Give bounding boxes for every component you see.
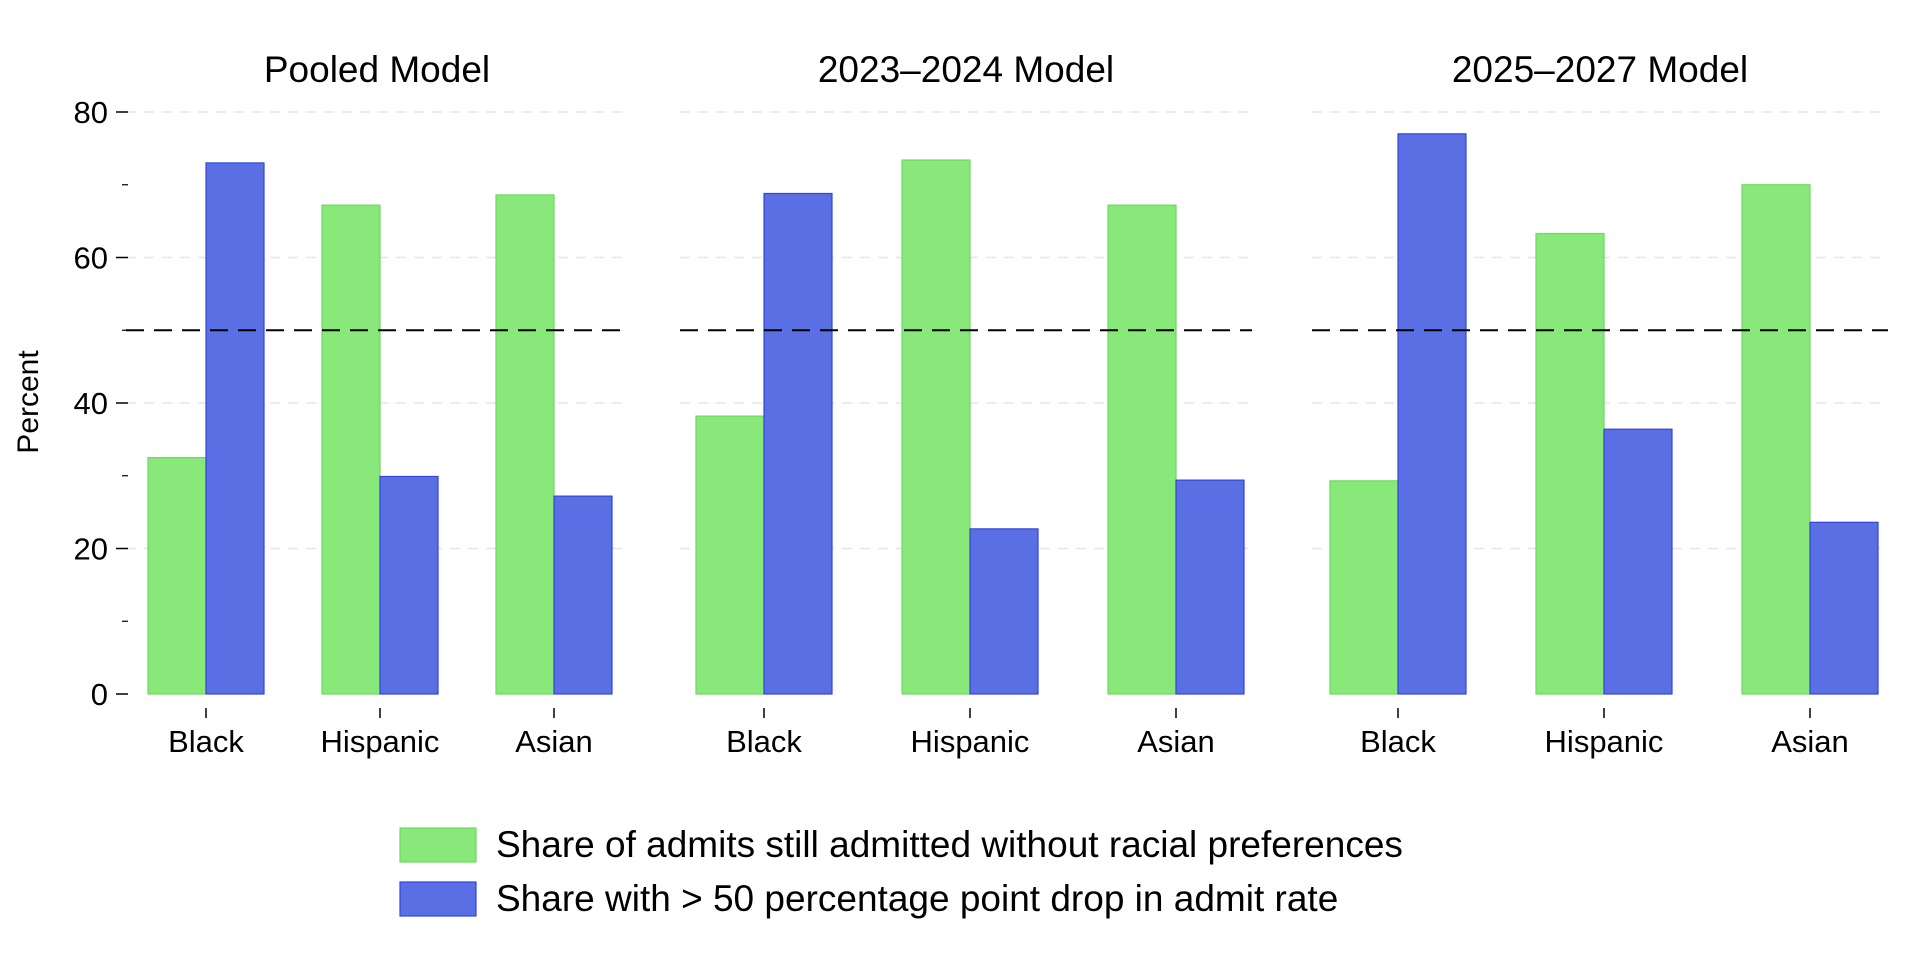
bar-blue-asian-panel1	[553, 495, 613, 695]
x-tick-label: Black	[726, 724, 802, 759]
legend-label-blue: Share with > 50 percentage point drop in…	[496, 878, 1338, 919]
bar-green-asian-panel1	[495, 194, 555, 695]
x-axes: Black Hispanic Asian Black Hispanic Asian Blac…	[168, 708, 1849, 759]
bar-green-asian-panel2	[1107, 204, 1177, 695]
x-tick-label: Hispanic	[1545, 724, 1664, 759]
bar-blue-black-panel1	[205, 162, 265, 695]
panel-title: Pooled Model	[264, 49, 490, 90]
y-tick-label: 20	[74, 532, 108, 567]
bar-green-hispanic-panel2	[901, 159, 971, 695]
bar-green-black-panel1	[147, 456, 207, 695]
bar-blue-asian-panel3	[1809, 521, 1879, 695]
y-axis: 0 20 40 60 80	[74, 95, 128, 712]
bar-blue-black-panel2	[763, 192, 833, 695]
panel-title: 2025–2027 Model	[1452, 49, 1748, 90]
bars	[147, 133, 1879, 695]
x-tick-label: Hispanic	[911, 724, 1030, 759]
bar-blue-asian-panel2	[1175, 479, 1245, 695]
legend-swatch-green	[399, 827, 477, 863]
x-tick-label: Hispanic	[321, 724, 440, 759]
legend: Share of admits still admitted without r…	[399, 824, 1403, 919]
bar-green-black-panel3	[1329, 480, 1399, 695]
y-axis-title: Percent	[12, 350, 45, 454]
y-tick-label: 80	[74, 95, 108, 130]
x-tick-label: Asian	[1137, 724, 1215, 759]
bar-green-asian-panel3	[1741, 184, 1811, 695]
bar-blue-hispanic-panel2	[969, 528, 1039, 695]
bar-blue-hispanic-panel3	[1603, 428, 1673, 695]
bar-green-hispanic-panel3	[1535, 232, 1605, 695]
y-tick-label: 0	[91, 677, 108, 712]
panel-titles: Pooled Model 2023–2024 Model 2025–2027 Mod…	[264, 49, 1748, 90]
legend-label-green: Share of admits still admitted without r…	[496, 824, 1403, 865]
panel-title: 2023–2024 Model	[818, 49, 1114, 90]
y-tick-label: 40	[74, 386, 108, 421]
legend-swatch-blue	[399, 881, 477, 917]
x-tick-label: Asian	[1771, 724, 1849, 759]
y-tick-label: 60	[74, 241, 108, 276]
bar-blue-hispanic-panel1	[379, 475, 439, 695]
bar-green-hispanic-panel1	[321, 204, 381, 695]
bar-blue-black-panel3	[1397, 133, 1467, 695]
x-tick-label: Black	[1360, 724, 1436, 759]
bar-green-black-panel2	[695, 415, 765, 695]
x-tick-label: Asian	[515, 724, 593, 759]
x-tick-label: Black	[168, 724, 244, 759]
